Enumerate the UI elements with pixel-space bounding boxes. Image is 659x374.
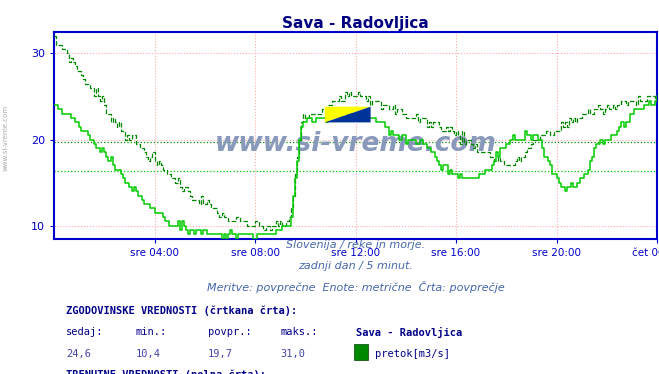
- Text: 19,7: 19,7: [208, 349, 233, 359]
- Text: Slovenija / reke in morje.: Slovenija / reke in morje.: [286, 240, 425, 250]
- Text: Sava - Radovljica: Sava - Radovljica: [356, 327, 462, 338]
- Text: 31,0: 31,0: [280, 349, 305, 359]
- Text: www.si-vreme.com: www.si-vreme.com: [215, 131, 496, 156]
- Text: pretok[m3/s]: pretok[m3/s]: [375, 349, 450, 359]
- Text: www.si-vreme.com: www.si-vreme.com: [2, 105, 9, 171]
- Polygon shape: [325, 107, 370, 122]
- Text: 24,6: 24,6: [66, 349, 91, 359]
- Text: maks.:: maks.:: [280, 327, 318, 337]
- Text: zadnji dan / 5 minut.: zadnji dan / 5 minut.: [298, 261, 413, 272]
- Text: 10,4: 10,4: [136, 349, 160, 359]
- Text: ZGODOVINSKE VREDNOSTI (črtkana črta):: ZGODOVINSKE VREDNOSTI (črtkana črta):: [66, 306, 297, 316]
- Text: sedaj:: sedaj:: [66, 327, 103, 337]
- Text: min.:: min.:: [136, 327, 167, 337]
- Polygon shape: [325, 107, 370, 122]
- Text: TRENUTNE VREDNOSTI (polna črta):: TRENUTNE VREDNOSTI (polna črta):: [66, 370, 266, 374]
- Bar: [355, 344, 368, 360]
- Text: povpr.:: povpr.:: [208, 327, 252, 337]
- Title: Sava - Radovljica: Sava - Radovljica: [282, 16, 429, 31]
- Text: Meritve: povprečne  Enote: metrične  Črta: povprečje: Meritve: povprečne Enote: metrične Črta:…: [207, 281, 504, 293]
